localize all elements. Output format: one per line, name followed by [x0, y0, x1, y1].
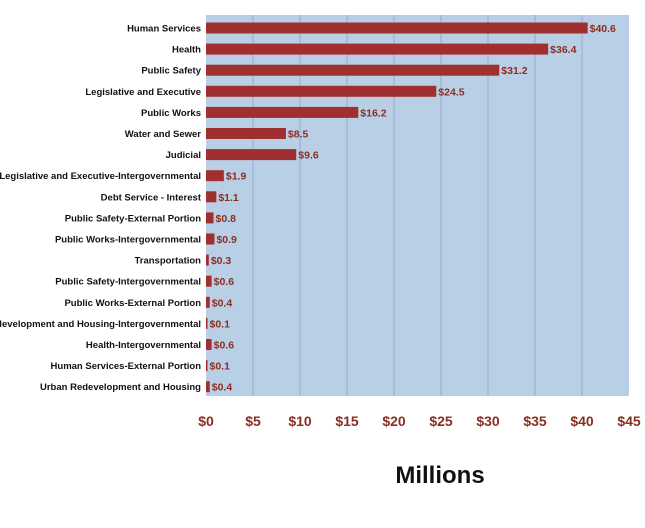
bar [206, 233, 215, 245]
bar [206, 360, 208, 372]
bar [206, 254, 209, 266]
grid-lines [252, 15, 583, 396]
x-tick-labels: $0 $5 $10 $15 $20 $25 $30 $35 $40 $45 [198, 413, 641, 429]
category-label: Urban Redevelopment and Housing [40, 382, 201, 393]
x-tick-label: $45 [617, 413, 641, 429]
bar [206, 296, 210, 308]
bar [206, 22, 588, 34]
value-label: $8.5 [288, 129, 309, 141]
value-label: $0.9 [216, 234, 237, 246]
x-tick-label: $10 [288, 413, 312, 429]
x-tick-label: $30 [476, 413, 500, 429]
category-label: Public Safety [141, 66, 201, 77]
value-label: $40.6 [590, 23, 616, 35]
bar [206, 381, 210, 393]
x-tick-label: $40 [570, 413, 594, 429]
category-label: Transportation [134, 256, 201, 267]
x-tick-label: $25 [429, 413, 453, 429]
category-label: Public Safety-Intergovernmental [55, 277, 201, 288]
value-label: $1.9 [226, 171, 247, 183]
category-label: Human Services-External Portion [51, 361, 202, 372]
bar [206, 128, 286, 139]
bar [206, 64, 500, 76]
value-label: $0.1 [210, 361, 231, 373]
x-tick-label: $15 [335, 413, 359, 429]
category-label: Health-Intergovernmental [86, 340, 201, 351]
bars-group [206, 22, 588, 393]
bar [206, 191, 217, 203]
x-axis-title: Millions [395, 462, 484, 489]
bar [206, 339, 212, 350]
category-labels: Human Services Health Public Safety Legisla… [0, 24, 202, 394]
category-label: Judicial [166, 150, 201, 161]
value-label: $0.4 [212, 382, 233, 394]
category-label: Debt Service - Interest [101, 192, 202, 203]
value-labels: $40.6 $36.4 $31.2 $24.5 $16.2 $8.5 $9.6 $1.9 $1.… [210, 23, 617, 394]
category-label: Legislative and Executive [85, 87, 201, 98]
value-label: $31.2 [501, 65, 527, 77]
value-label: $0.6 [214, 340, 235, 352]
value-label: $16.2 [360, 107, 386, 119]
category-label: Legislative and Executive-Intergovernmen… [0, 171, 201, 182]
bar [206, 317, 208, 329]
value-label: $0.6 [214, 276, 235, 288]
x-tick-label: $20 [382, 413, 406, 429]
category-label: Human Services [127, 24, 201, 35]
category-label: Water and Sewer [125, 129, 202, 140]
category-label: Public Works-External Portion [64, 298, 201, 309]
x-tick-label: $35 [523, 413, 547, 429]
value-label: $9.6 [298, 150, 319, 162]
value-label: $0.8 [216, 213, 237, 225]
bar [206, 43, 549, 55]
value-label: $24.5 [438, 86, 464, 98]
value-label: $0.1 [210, 318, 231, 330]
value-label: $0.3 [211, 255, 232, 267]
value-label: $1.1 [218, 192, 239, 204]
plot-area [206, 15, 629, 396]
bar [206, 212, 214, 224]
bar [206, 106, 359, 118]
x-tick-label: $0 [198, 413, 214, 429]
category-label: Public Safety-External Portion [65, 213, 201, 224]
category-label: Urban Redevelopment and Housing-Intergov… [0, 319, 201, 330]
bar [206, 85, 437, 97]
category-label: Public Works [141, 108, 201, 119]
x-tick-label: $5 [245, 413, 261, 429]
bar [206, 149, 297, 161]
category-label: Public Works-Intergovernmental [55, 235, 201, 246]
value-label: $0.4 [212, 297, 233, 309]
bar [206, 170, 224, 182]
value-label: $36.4 [550, 44, 576, 56]
bar [206, 275, 212, 287]
category-label: Health [172, 45, 201, 56]
